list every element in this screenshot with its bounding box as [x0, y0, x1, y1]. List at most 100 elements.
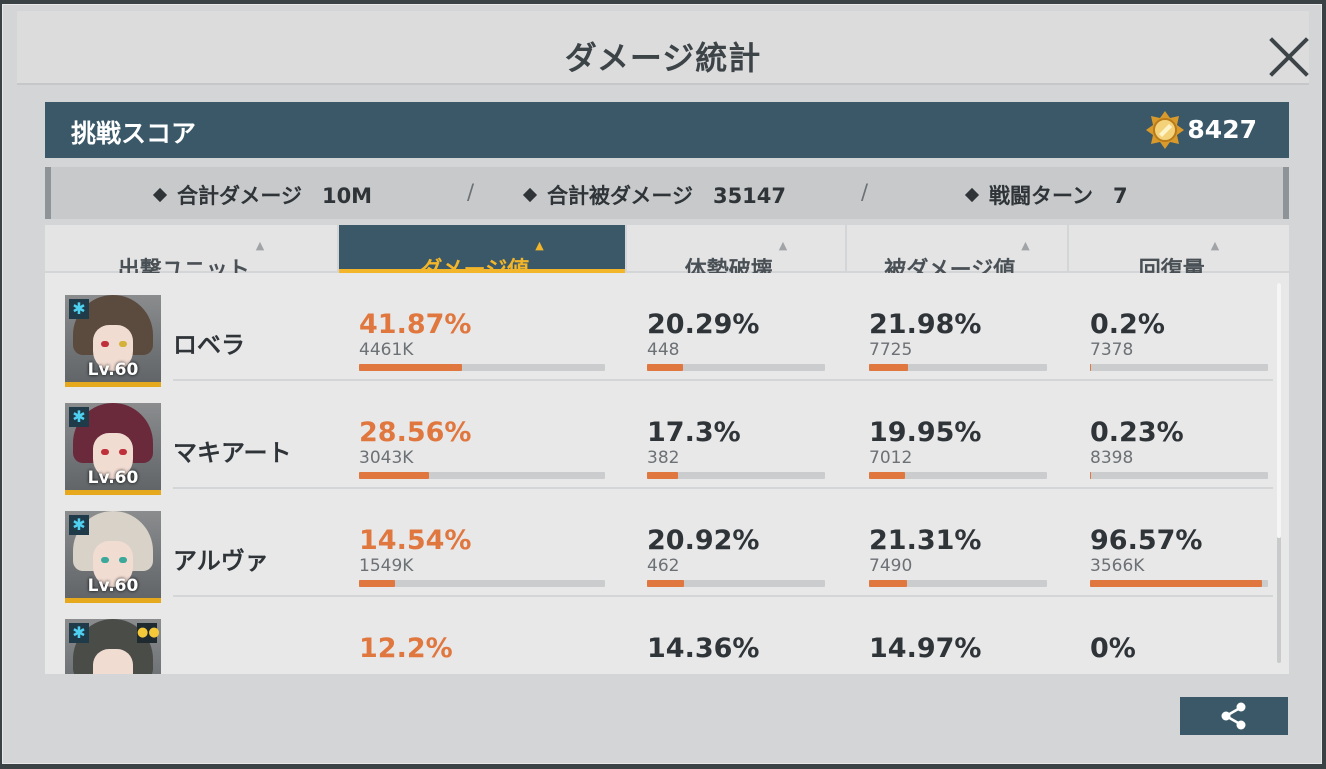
snowflake-icon: ✱ [69, 299, 89, 319]
turns-value: 7 [1112, 184, 1128, 208]
damage-bar [359, 580, 605, 587]
rarity-bar [65, 598, 161, 603]
heal-value: 7378 [1090, 340, 1134, 360]
unit-portrait[interactable]: ✱ Lv.60 [65, 403, 161, 495]
break-percent: 17.3% [647, 417, 741, 448]
tab-damage[interactable]: ダメージ値▲▼ [339, 225, 625, 298]
taken-bar-fill [869, 580, 907, 587]
score-label: 挑戦スコア [71, 119, 197, 148]
unit-portrait[interactable]: ✱ Lv.60 [65, 511, 161, 603]
portrait-face [93, 433, 133, 479]
portrait-eye [119, 449, 127, 455]
portrait-face [93, 649, 133, 674]
portrait-face [93, 325, 133, 371]
damage-percent: 12.2% [359, 633, 453, 664]
taken-bar [869, 472, 1047, 479]
dialog-title: ダメージ統計 [564, 39, 762, 77]
share-button[interactable] [1180, 697, 1288, 735]
break-stat: 20.29% 448 [647, 309, 825, 371]
portrait-eye [101, 449, 109, 455]
heal-bar [1090, 364, 1268, 371]
scrollbar-thumb[interactable] [1277, 283, 1281, 538]
list-scrollbar[interactable] [1277, 283, 1281, 663]
damage-bar-fill [359, 580, 395, 587]
tab-damage-taken[interactable]: 被ダメージ値▲▼ [847, 225, 1067, 298]
break-value: 382 [647, 448, 680, 468]
taken-bar [869, 580, 1047, 587]
break-percent: 14.36% [647, 633, 760, 664]
taken-value: 7012 [869, 448, 913, 468]
heal-stat: 0% [1090, 633, 1268, 664]
taken-bar-fill [869, 364, 909, 371]
summary-separator: / [467, 180, 475, 204]
close-icon[interactable] [1267, 35, 1311, 79]
unit-level: Lv.60 [87, 468, 139, 488]
taken-stat: 14.97% [869, 633, 1047, 664]
damage-value: 1549K [359, 556, 414, 576]
break-bar-fill [647, 472, 678, 479]
damage-bar-fill [359, 472, 430, 479]
break-value: 448 [647, 340, 680, 360]
diamond-bullet-icon [964, 187, 980, 203]
snowflake-icon: ✱ [69, 515, 89, 535]
taken-value: 7490 [869, 556, 913, 576]
row-divider [173, 379, 1273, 381]
tab-break[interactable]: 体勢破壊▲▼ [627, 225, 845, 298]
heal-percent: 0.2% [1090, 309, 1165, 340]
portrait-eye [119, 341, 127, 347]
unit-level: Lv.60 [87, 360, 139, 380]
battle-summary: 合計ダメージ 10M / 合計被ダメージ 35147 / 戦闘ターン 7 [45, 167, 1289, 219]
heal-value: 8398 [1090, 448, 1134, 468]
total-damage-summary: 合計ダメージ 10M [152, 180, 373, 210]
break-stat: 20.92% 462 [647, 525, 825, 587]
unit-row: ✱ Lv.60 アルヴァ 14.54% 1549K 20.92% 462 21.… [45, 489, 1277, 603]
rarity-bar [65, 382, 161, 387]
portrait-eye [119, 557, 127, 563]
unit-row: ✱ Lv.60 ロベラ 41.87% 4461K 20.29% 448 21.9… [45, 273, 1277, 387]
heal-value: 3566K [1090, 556, 1145, 576]
taken-percent: 21.31% [869, 525, 982, 556]
total-taken-label: 合計被ダメージ [547, 184, 693, 208]
row-divider [173, 595, 1273, 597]
unit-stat-list[interactable]: ✱ Lv.60 ロベラ 41.87% 4461K 20.29% 448 21.9… [45, 273, 1289, 674]
damage-stat: 12.2% [359, 633, 605, 664]
share-icon [1221, 702, 1246, 730]
heal-percent: 0.23% [1090, 417, 1184, 448]
damage-bar [359, 472, 605, 479]
taken-bar-fill [869, 472, 905, 479]
unit-portrait[interactable]: ✱ Lv.60 [65, 295, 161, 387]
break-bar-fill [647, 364, 684, 371]
score-value: 8427 [1187, 115, 1257, 144]
break-stat: 17.3% 382 [647, 417, 825, 479]
damage-bar [359, 364, 605, 371]
tab-unit[interactable]: 出撃ユニット▲▼ [45, 225, 337, 298]
tab-heal[interactable]: 回復量▲▼ [1069, 225, 1289, 298]
taken-bar [869, 364, 1047, 371]
damage-percent: 14.54% [359, 525, 472, 556]
heal-bar [1090, 472, 1268, 479]
heal-stat: 0.2% 7378 [1090, 309, 1268, 371]
portrait-eye [101, 341, 109, 347]
total-damage-value: 10M [321, 184, 373, 208]
taken-value: 7725 [869, 340, 913, 360]
taken-percent: 19.95% [869, 417, 982, 448]
unit-name: マキアート [173, 439, 292, 467]
damage-stats-dialog: ダメージ統計 挑戦スコア 8427 合計ダメージ 10M / 合計被ダメージ 351… [2, 4, 1322, 764]
break-stat: 14.36% [647, 633, 825, 664]
damage-percent: 41.87% [359, 309, 472, 340]
taken-percent: 21.98% [869, 309, 982, 340]
damage-value: 4461K [359, 340, 414, 360]
portrait-face [93, 541, 133, 587]
taken-percent: 14.97% [869, 633, 982, 664]
unit-row: ✱ Lv.60 マキアート 28.56% 3043K 17.3% 382 19.… [45, 381, 1277, 495]
heal-percent: 96.57% [1090, 525, 1203, 556]
unit-portrait[interactable]: ✱ ●● [65, 619, 161, 674]
unit-name: ロベラ [173, 331, 245, 359]
challenge-score-bar: 挑戦スコア 8427 [45, 102, 1289, 158]
break-value: 462 [647, 556, 680, 576]
medal-icon [1146, 111, 1184, 149]
break-bar [647, 364, 825, 371]
taken-stat: 21.98% 7725 [869, 309, 1047, 371]
heal-percent: 0% [1090, 633, 1136, 664]
total-taken-summary: 合計被ダメージ 35147 [522, 180, 786, 210]
